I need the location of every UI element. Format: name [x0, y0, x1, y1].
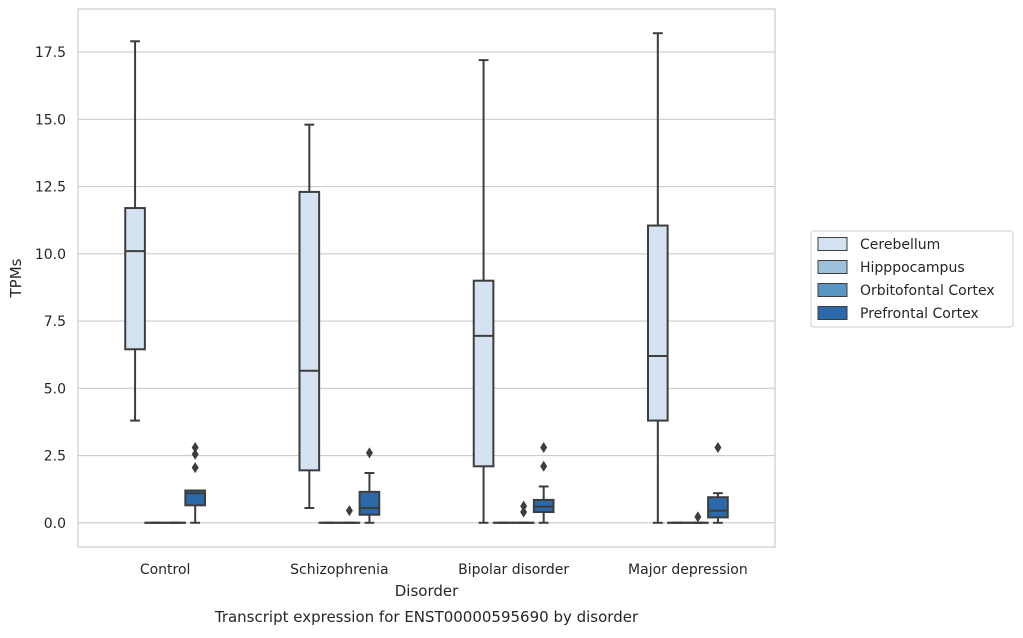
box-2-1: [340, 505, 360, 523]
y-tick-label: 12.5: [35, 180, 66, 196]
box-0-0: [125, 41, 145, 420]
plot-area-frame: [78, 9, 775, 547]
box-2-3: [688, 511, 708, 522]
legend-label: Orbitofontal Cortex: [860, 283, 995, 299]
y-tick-label: 0.0: [44, 516, 66, 532]
box-outlier: [520, 501, 527, 512]
x-tick-label: Major depression: [628, 562, 748, 578]
box-body: [474, 281, 494, 467]
legend: Cerebellum Hipppocampus Orbitofontal Corte…: [811, 231, 1013, 327]
legend-label: Cerebellum: [860, 237, 940, 253]
x-tick-label: Control: [140, 562, 191, 578]
x-tick-label: Schizophrenia: [290, 562, 388, 578]
box-2-2: [514, 501, 534, 523]
y-tick-label: 10.0: [35, 247, 66, 263]
box-0-2: [474, 60, 494, 523]
y-tick-label: 7.5: [44, 314, 66, 330]
box-outlier: [346, 505, 353, 516]
box-outlier: [714, 442, 721, 453]
gridlines: [78, 52, 775, 523]
y-tick-label: 17.5: [35, 45, 66, 61]
legend-swatch: [818, 261, 847, 274]
box-body: [360, 492, 380, 515]
x-axis-ticks: Control Schizophrenia Bipolar disorder Majo…: [140, 562, 748, 578]
y-axis-label: TPMs: [7, 258, 25, 298]
box-body: [648, 226, 668, 421]
box-body: [125, 208, 145, 349]
box-outlier: [540, 442, 547, 453]
box-3-2: [534, 442, 554, 523]
box-body: [299, 192, 319, 470]
box-outlier: [694, 511, 701, 522]
y-tick-label: 5.0: [44, 381, 66, 397]
legend-label: Prefrontal Cortex: [860, 306, 979, 322]
box-outlier: [192, 442, 199, 453]
box-3-3: [708, 442, 728, 523]
y-tick-label: 15.0: [35, 112, 66, 128]
box-3-1: [360, 447, 380, 522]
y-tick-label: 2.5: [44, 449, 66, 465]
box-outlier: [366, 447, 373, 458]
box-outlier: [540, 461, 547, 472]
box-0-3: [648, 33, 668, 523]
box-body: [708, 497, 728, 517]
legend-label: Hipppocampus: [860, 260, 965, 276]
x-tick-label: Bipolar disorder: [458, 562, 569, 578]
x-axis-label: Disorder: [395, 582, 459, 600]
legend-swatch: [818, 307, 847, 320]
box-0-1: [299, 125, 319, 508]
box-3-0: [185, 442, 205, 523]
legend-swatch: [818, 284, 847, 297]
chart-title: Transcript expression for ENST0000059569…: [214, 608, 639, 626]
y-axis-ticks: 0.0 2.5 5.0 7.5 10.0 12.5 15.0 17.5: [35, 45, 66, 532]
box-marks: [125, 33, 728, 523]
box-outlier: [192, 462, 199, 473]
legend-swatch: [818, 238, 847, 251]
